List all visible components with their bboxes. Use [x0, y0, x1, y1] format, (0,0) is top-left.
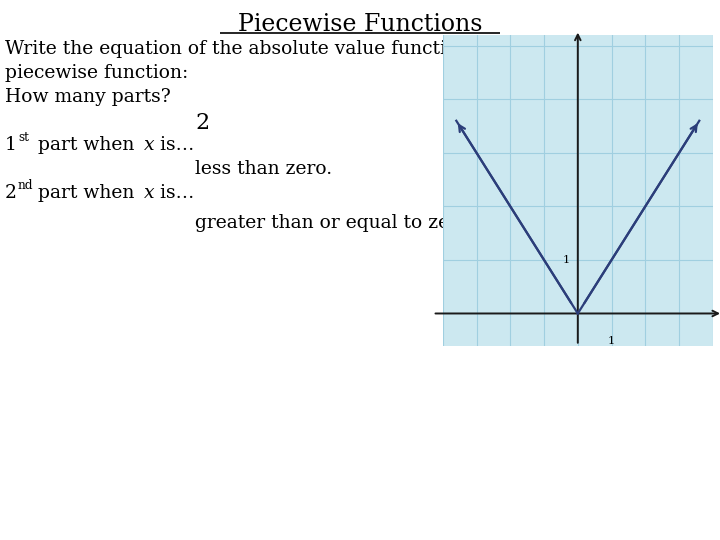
Text: st: st	[18, 131, 29, 144]
Text: x: x	[144, 136, 155, 154]
Text: 1: 1	[562, 255, 570, 265]
Text: nd: nd	[18, 179, 34, 192]
Text: 2: 2	[5, 184, 17, 202]
Text: Piecewise Functions: Piecewise Functions	[238, 13, 482, 36]
Text: is…: is…	[154, 136, 194, 154]
Text: How many parts?: How many parts?	[5, 88, 171, 106]
Text: is…: is…	[154, 184, 194, 202]
Text: part when: part when	[32, 136, 140, 154]
Text: 2: 2	[195, 112, 209, 134]
Text: Write the equation of the absolute value function as a: Write the equation of the absolute value…	[5, 40, 513, 58]
Text: part when: part when	[32, 184, 140, 202]
Text: 1: 1	[5, 136, 17, 154]
Text: greater than or equal to zero.: greater than or equal to zero.	[195, 214, 474, 232]
Text: 1: 1	[608, 336, 615, 346]
Text: x: x	[144, 184, 155, 202]
Text: less than zero.: less than zero.	[195, 160, 332, 178]
Text: piecewise function:: piecewise function:	[5, 64, 188, 82]
